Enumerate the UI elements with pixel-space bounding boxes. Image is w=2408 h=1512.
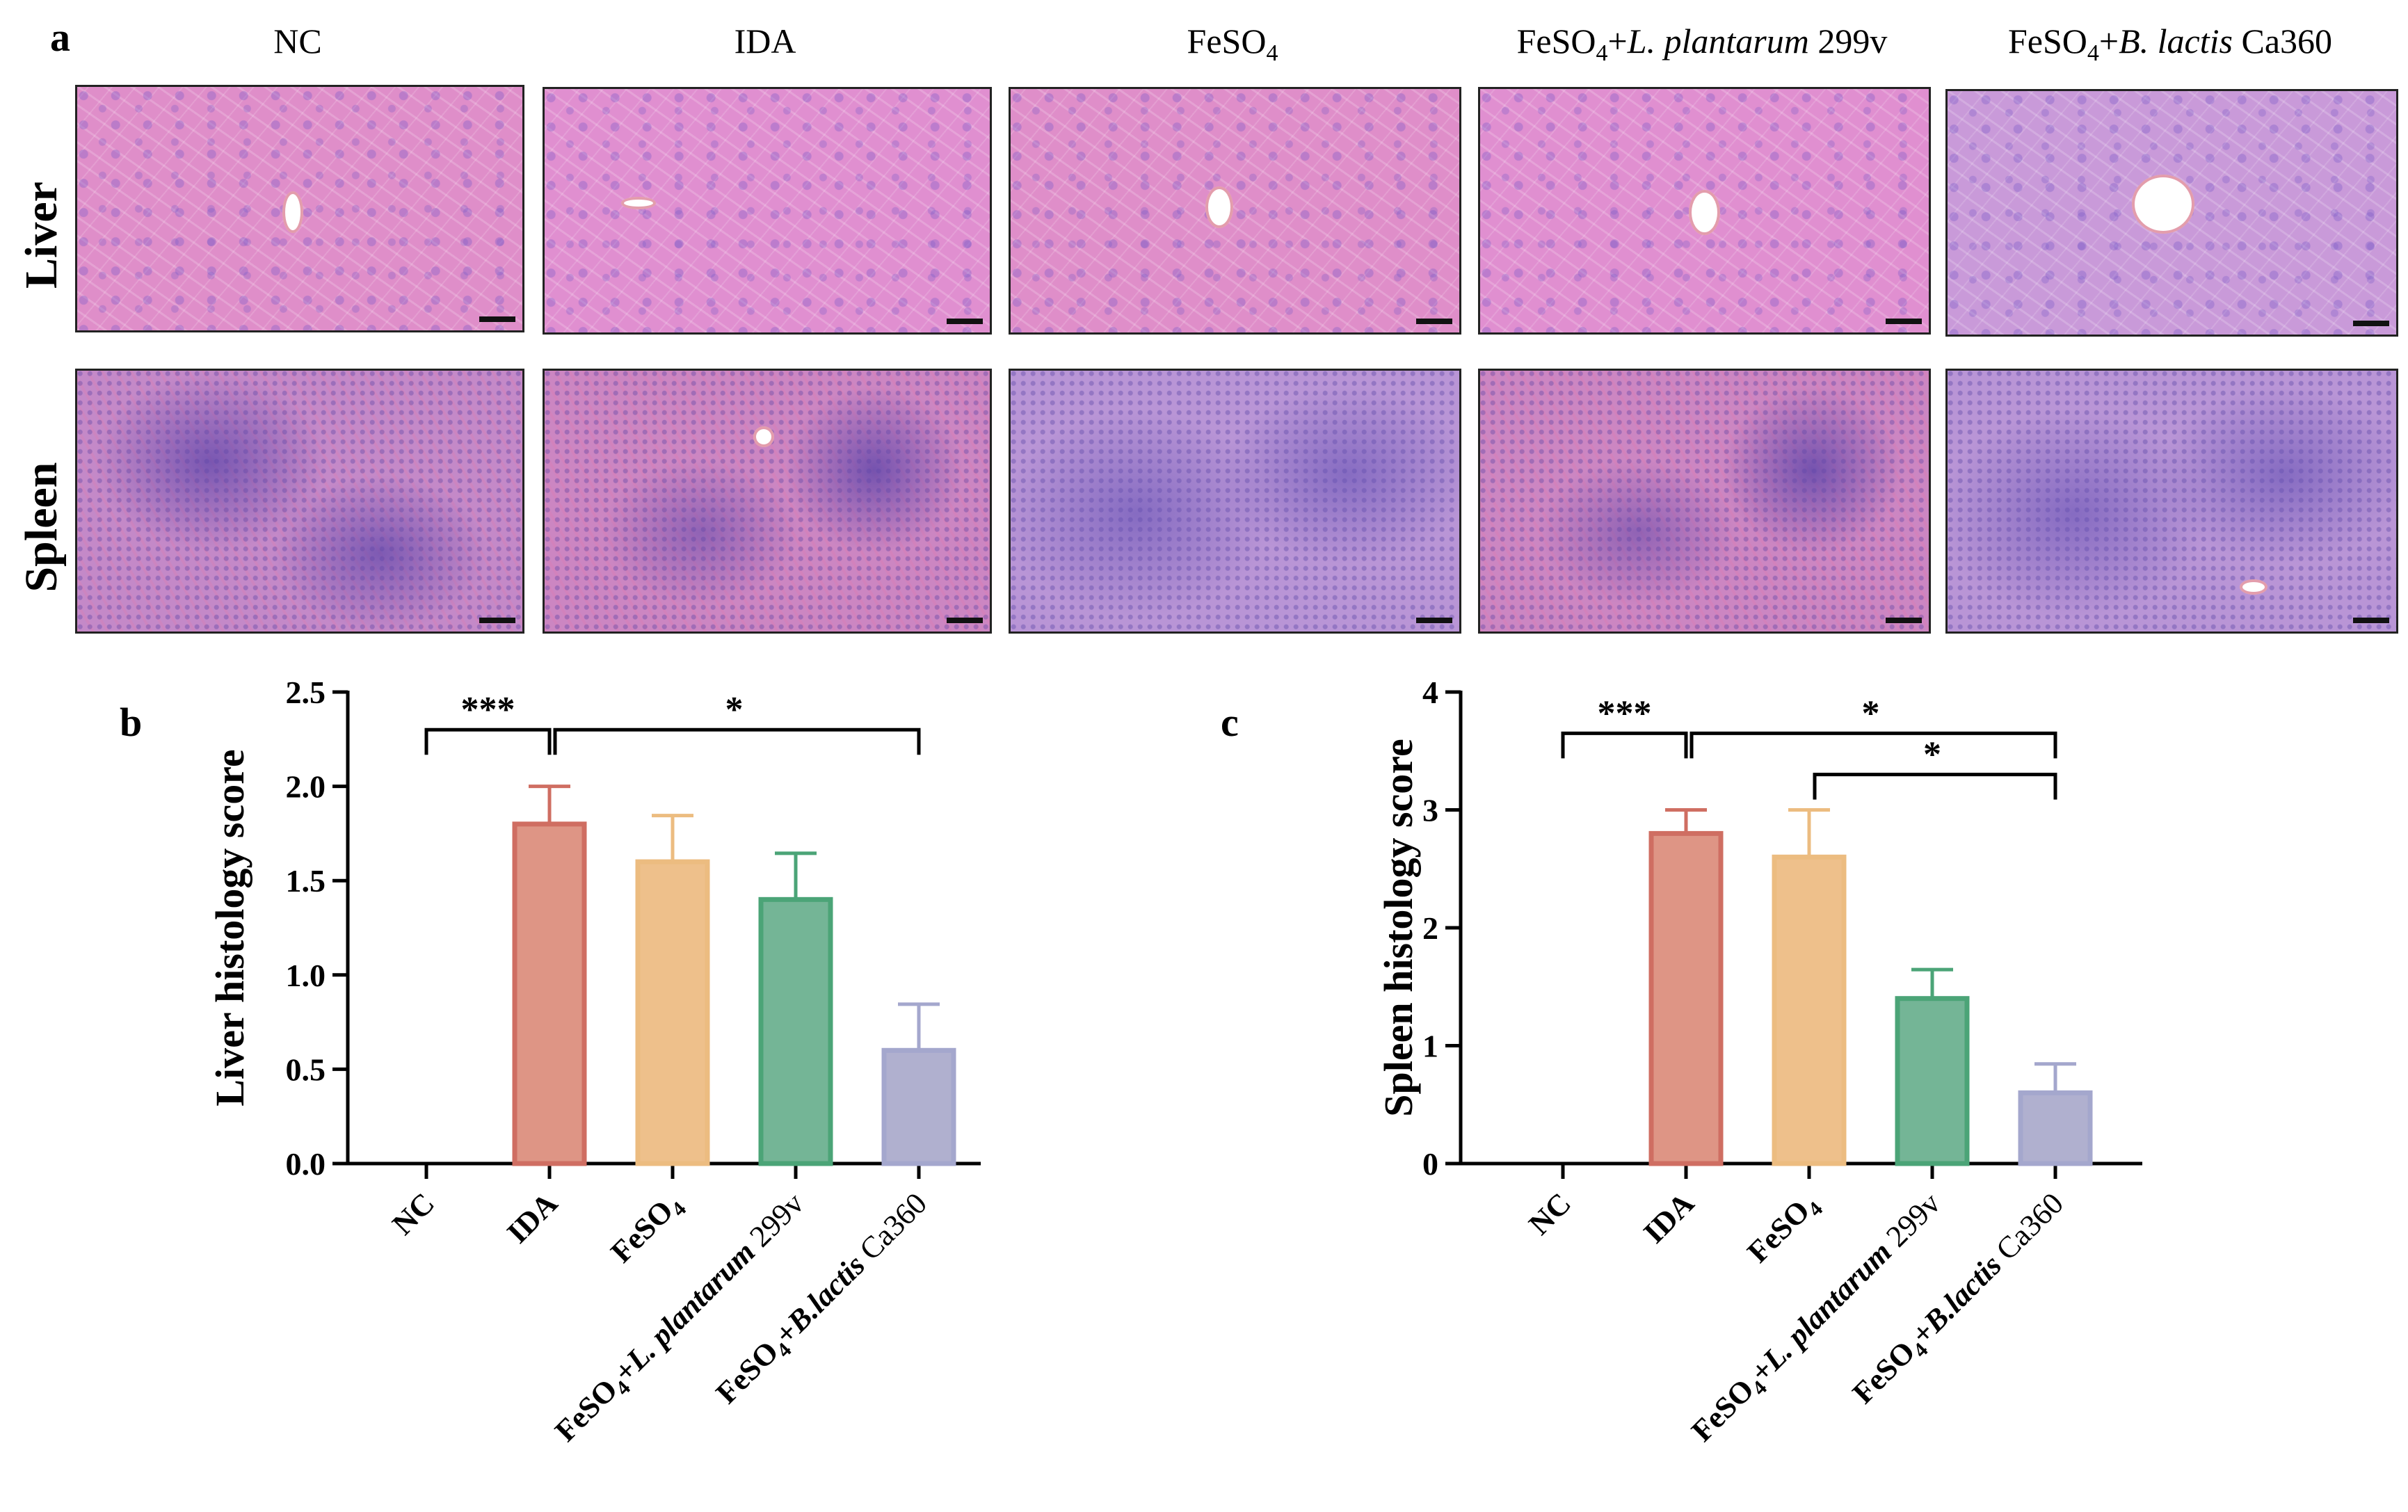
x-tick-label: NC bbox=[385, 1186, 441, 1241]
scale-bar bbox=[479, 618, 515, 623]
bar bbox=[2018, 1090, 2093, 1166]
bar bbox=[635, 859, 710, 1166]
scale-bar bbox=[1416, 319, 1452, 324]
micrograph-spleen-nc bbox=[75, 369, 524, 634]
micrograph-liver-lplantarum bbox=[1478, 87, 1931, 335]
row-label-liver: Liver bbox=[16, 182, 67, 289]
y-tick-label: 4 bbox=[1422, 675, 1438, 710]
scale-bar bbox=[1886, 618, 1922, 623]
y-tick-label: 2 bbox=[1422, 910, 1438, 946]
significance-bracket: *** bbox=[424, 690, 552, 755]
significance-label: *** bbox=[461, 690, 515, 730]
scale-bar bbox=[947, 618, 983, 623]
x-tick-label: FeSO4+B.lactis Ca360 bbox=[709, 1186, 937, 1413]
y-tick-label: 2.5 bbox=[286, 675, 326, 710]
bar bbox=[881, 1047, 956, 1166]
row-label-spleen: Spleen bbox=[16, 462, 67, 593]
micrograph-liver-nc bbox=[75, 85, 524, 332]
scale-bar bbox=[947, 319, 983, 324]
significance-label: *** bbox=[1598, 693, 1652, 733]
scale-bar bbox=[1886, 319, 1922, 324]
micrograph-liver-feso4 bbox=[1009, 87, 1461, 335]
x-tick-label: FeSO4+B.lactis Ca360 bbox=[1846, 1186, 2073, 1413]
x-tick-label: FeSO4 bbox=[1740, 1186, 1827, 1273]
column-title: FeSO4 bbox=[1187, 22, 1278, 66]
micrograph-spleen-blactis bbox=[1945, 369, 2398, 634]
bar bbox=[1772, 854, 1847, 1166]
x-tick-label: FeSO4+L. plantarum 299v bbox=[1685, 1186, 1950, 1451]
panel-a-letter: a bbox=[50, 15, 70, 60]
significance-label: * bbox=[725, 690, 744, 730]
panel-b-letter: b bbox=[120, 700, 143, 745]
column-title: FeSO4+B. lactis Ca360 bbox=[2007, 22, 2333, 66]
x-tick-label: FeSO4 bbox=[604, 1186, 691, 1273]
y-tick-label: 2.0 bbox=[286, 769, 326, 805]
x-tick-label: IDA bbox=[1637, 1186, 1701, 1250]
bar bbox=[758, 896, 833, 1166]
micrograph-spleen-ida bbox=[543, 369, 992, 634]
scale-bar bbox=[2353, 618, 2389, 623]
panel-c-letter: c bbox=[1221, 700, 1239, 745]
y-tick-label: 1 bbox=[1422, 1029, 1438, 1064]
bar bbox=[1648, 830, 1724, 1166]
x-tick-label: IDA bbox=[500, 1186, 564, 1250]
significance-bracket: * bbox=[553, 690, 921, 755]
micrograph-liver-ida bbox=[543, 87, 992, 335]
micrograph-spleen-feso4 bbox=[1009, 369, 1461, 634]
x-tick-label: FeSO4+L. plantarum 299v bbox=[548, 1186, 814, 1451]
significance-bracket: * bbox=[1689, 693, 2057, 759]
y-axis-label: Spleen histology score bbox=[1376, 739, 1421, 1117]
scale-bar bbox=[2353, 321, 2389, 326]
significance-bracket: *** bbox=[1561, 693, 1688, 759]
micrograph-liver-blactis bbox=[1945, 89, 2398, 337]
y-tick-label: 0.0 bbox=[286, 1146, 326, 1182]
x-tick-label: NC bbox=[1522, 1186, 1578, 1241]
column-title: IDA bbox=[734, 22, 796, 61]
column-title: NC bbox=[273, 22, 322, 61]
bar bbox=[1895, 996, 1970, 1166]
y-tick-label: 0 bbox=[1422, 1146, 1438, 1182]
y-tick-label: 0.5 bbox=[286, 1052, 326, 1087]
y-axis-label: Liver histology score bbox=[207, 749, 252, 1106]
significance-bracket: * bbox=[1813, 735, 2057, 800]
liver-score-chart: Liver histology score 0.0 0.5 1.0 1.5 2.0 2.5 N… bbox=[207, 675, 981, 1451]
micrograph-spleen-lplantarum bbox=[1478, 369, 1931, 634]
scale-bar bbox=[479, 316, 515, 322]
scale-bar bbox=[1416, 618, 1452, 623]
column-title: FeSO4+L. plantarum 299v bbox=[1516, 22, 1888, 66]
y-tick-label: 1.5 bbox=[286, 863, 326, 899]
significance-label: * bbox=[1923, 735, 1941, 775]
significance-label: * bbox=[1862, 693, 1880, 733]
y-tick-label: 1.0 bbox=[286, 958, 326, 993]
y-tick-label: 3 bbox=[1422, 793, 1438, 828]
bar bbox=[512, 821, 587, 1166]
